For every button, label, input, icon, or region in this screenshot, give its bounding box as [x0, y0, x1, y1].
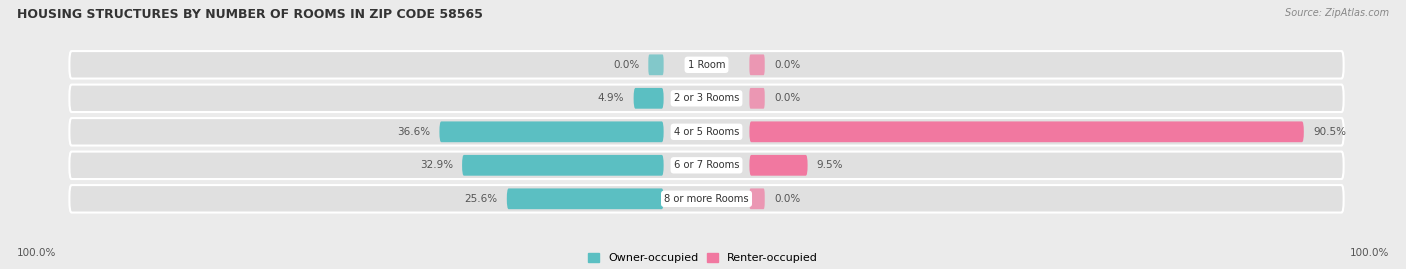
- FancyBboxPatch shape: [69, 118, 1344, 146]
- Text: Source: ZipAtlas.com: Source: ZipAtlas.com: [1285, 8, 1389, 18]
- Text: 100.0%: 100.0%: [17, 248, 56, 258]
- Text: 25.6%: 25.6%: [464, 194, 498, 204]
- Text: 0.0%: 0.0%: [613, 60, 640, 70]
- Text: 1 Room: 1 Room: [688, 60, 725, 70]
- Text: 4 or 5 Rooms: 4 or 5 Rooms: [673, 127, 740, 137]
- FancyBboxPatch shape: [69, 185, 1344, 213]
- Text: 0.0%: 0.0%: [773, 60, 800, 70]
- FancyBboxPatch shape: [648, 54, 664, 75]
- Legend: Owner-occupied, Renter-occupied: Owner-occupied, Renter-occupied: [588, 253, 818, 263]
- Text: HOUSING STRUCTURES BY NUMBER OF ROOMS IN ZIP CODE 58565: HOUSING STRUCTURES BY NUMBER OF ROOMS IN…: [17, 8, 482, 21]
- Text: 0.0%: 0.0%: [773, 194, 800, 204]
- Text: 2 or 3 Rooms: 2 or 3 Rooms: [673, 93, 740, 103]
- Text: 32.9%: 32.9%: [420, 160, 453, 170]
- FancyBboxPatch shape: [749, 188, 765, 209]
- FancyBboxPatch shape: [440, 121, 664, 142]
- Text: 6 or 7 Rooms: 6 or 7 Rooms: [673, 160, 740, 170]
- Text: 100.0%: 100.0%: [1350, 248, 1389, 258]
- Text: 36.6%: 36.6%: [396, 127, 430, 137]
- FancyBboxPatch shape: [69, 151, 1344, 179]
- FancyBboxPatch shape: [749, 121, 1303, 142]
- FancyBboxPatch shape: [69, 51, 1344, 79]
- FancyBboxPatch shape: [749, 54, 765, 75]
- FancyBboxPatch shape: [506, 188, 664, 209]
- Text: 9.5%: 9.5%: [817, 160, 844, 170]
- FancyBboxPatch shape: [749, 88, 765, 109]
- Text: 8 or more Rooms: 8 or more Rooms: [664, 194, 749, 204]
- Text: 4.9%: 4.9%: [598, 93, 624, 103]
- FancyBboxPatch shape: [634, 88, 664, 109]
- Text: 90.5%: 90.5%: [1313, 127, 1346, 137]
- FancyBboxPatch shape: [463, 155, 664, 176]
- FancyBboxPatch shape: [69, 84, 1344, 112]
- Text: 0.0%: 0.0%: [773, 93, 800, 103]
- FancyBboxPatch shape: [749, 155, 807, 176]
